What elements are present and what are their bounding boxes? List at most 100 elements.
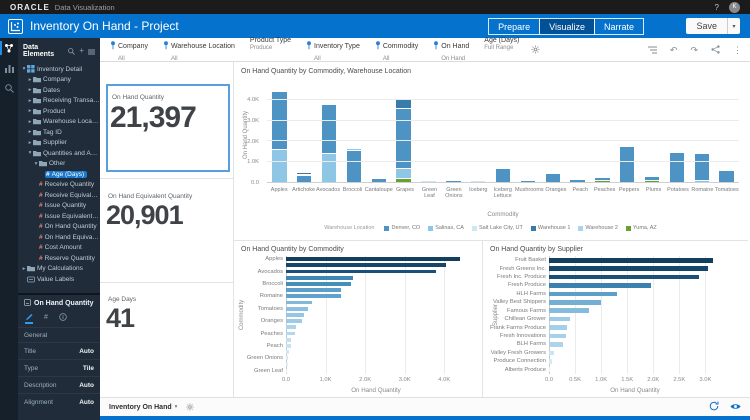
property-row-description[interactable]: Description Auto: [18, 376, 100, 393]
bar-column-green-leaf[interactable]: [416, 90, 441, 182]
stacked-bar[interactable]: [570, 90, 585, 182]
expander-icon[interactable]: ▸: [28, 108, 32, 115]
stacked-bar[interactable]: [495, 90, 511, 182]
canvas-tab-caret-icon[interactable]: ▾: [174, 404, 178, 410]
bar-row[interactable]: Broccoli: [233, 281, 466, 287]
bar[interactable]: [286, 356, 288, 361]
chart-commodity-warehouse[interactable]: On Hand Quantity by Commodity, Warehouse…: [233, 62, 748, 240]
property-row-alignment[interactable]: Alignment Auto: [18, 393, 100, 410]
tree-item-company[interactable]: ▸ Company: [18, 75, 100, 86]
bar-segment[interactable]: [545, 173, 560, 182]
kpi-tile-age-days[interactable]: Age Days 41: [103, 296, 233, 334]
bar-segment[interactable]: [520, 181, 536, 182]
bar-row[interactable]: Apples: [233, 256, 466, 262]
filter-chip-commodity[interactable]: Commodity All: [375, 37, 418, 62]
bar-row[interactable]: Produce Connection: [482, 357, 721, 365]
refresh-data-icon[interactable]: [709, 398, 719, 416]
stacked-bar[interactable]: [396, 90, 411, 182]
bar-column-iceberg-lettuce[interactable]: [491, 90, 516, 182]
mode-visualize[interactable]: Visualize: [539, 18, 595, 35]
menu-kebab-icon[interactable]: ⋮: [733, 44, 742, 55]
bar-column-apples[interactable]: [267, 90, 292, 182]
bar[interactable]: [549, 350, 555, 356]
tree-item-receive-equivalent-quantity[interactable]: #Receive Equivalent Quantity: [18, 190, 100, 201]
stacked-bar[interactable]: [371, 90, 386, 182]
bar[interactable]: [549, 333, 567, 339]
kpi-tile-on-hand-quantity[interactable]: On Hand Quantity 21,397: [103, 94, 233, 135]
legend-item[interactable]: Warehouse 2: [578, 225, 618, 231]
tree-item-on-hand-quantity[interactable]: # On Hand Quantity: [18, 222, 100, 233]
properties-tab-general[interactable]: [25, 312, 33, 324]
bar-row[interactable]: [233, 275, 466, 281]
stacked-bar[interactable]: [272, 90, 287, 182]
bar-row[interactable]: Green Onions: [233, 355, 466, 361]
bar-row[interactable]: HLH Farms: [482, 290, 721, 298]
bar[interactable]: [286, 257, 461, 261]
bar-segment[interactable]: [669, 153, 685, 182]
bar-row[interactable]: Fruit Basket: [482, 256, 721, 264]
stacked-bar[interactable]: [297, 90, 312, 182]
bar[interactable]: [286, 282, 352, 286]
bar-row[interactable]: Famous Farms: [482, 307, 721, 315]
tree-item-on-hand-equivalent-quantity[interactable]: #On Hand Equivalent Quantity: [18, 232, 100, 243]
bar-row[interactable]: [233, 312, 466, 318]
bar-segment[interactable]: [644, 176, 660, 182]
bar-segment[interactable]: [446, 180, 461, 182]
bar-row[interactable]: Valley Best Shippers: [482, 298, 721, 306]
filter-chip-age-days-[interactable]: Age (Days) Full Range: [484, 37, 519, 51]
expander-icon[interactable]: ▸: [22, 265, 26, 272]
tree-item-age-days-[interactable]: # Age (Days): [18, 169, 100, 180]
expander-icon[interactable]: ▸: [28, 87, 32, 94]
bar[interactable]: [286, 300, 312, 305]
stacked-bar[interactable]: [644, 90, 660, 182]
expander-icon[interactable]: ▾: [34, 160, 38, 167]
bar-column-potatoes[interactable]: [665, 90, 690, 182]
save-menu-caret[interactable]: ▾: [727, 18, 740, 34]
filter-chip-company[interactable]: Company All: [110, 37, 148, 62]
bar[interactable]: [549, 266, 708, 271]
legend-item[interactable]: Salt Lake City, UT: [471, 225, 523, 231]
expander-icon[interactable]: ▾: [22, 66, 26, 73]
bar-row[interactable]: [233, 324, 466, 330]
present-eye-icon[interactable]: [730, 398, 741, 416]
legend-item[interactable]: Yuma, AZ: [625, 225, 657, 231]
stacked-bar[interactable]: [669, 90, 685, 182]
list-menu-icon[interactable]: [88, 42, 95, 60]
bar-row[interactable]: Avocados: [233, 268, 466, 275]
stacked-bar[interactable]: [595, 90, 610, 182]
bar-row[interactable]: [233, 337, 466, 343]
bar[interactable]: [549, 283, 651, 288]
bar-segment[interactable]: [396, 168, 411, 180]
search-icon[interactable]: [68, 42, 76, 60]
expander-icon[interactable]: ▸: [28, 97, 32, 104]
stacked-bar[interactable]: [719, 90, 734, 182]
bar-segment[interactable]: [620, 147, 635, 182]
bar-row[interactable]: Fresh Innovations: [482, 332, 721, 340]
tree-item-receive-quantity[interactable]: # Receive Quantity: [18, 180, 100, 191]
stacked-bar[interactable]: [694, 90, 709, 182]
bar-segment[interactable]: [346, 151, 362, 182]
share-icon[interactable]: [711, 41, 720, 59]
bar-column-tomatoes[interactable]: [714, 90, 739, 182]
bar-column-mushrooms[interactable]: [515, 90, 540, 182]
tree-item-supplier[interactable]: ▸ Supplier: [18, 138, 100, 149]
bar-segment[interactable]: [272, 92, 287, 151]
tree-item-cost-amount[interactable]: # Cost Amount: [18, 243, 100, 254]
tree-item-issue-equivalent-quantity[interactable]: #Issue Equivalent Quantity: [18, 211, 100, 222]
bar-segment[interactable]: [719, 170, 734, 182]
bar-column-grapes[interactable]: [391, 90, 416, 182]
bar-segment[interactable]: [396, 99, 411, 110]
bar-row[interactable]: Valley Fresh Growers: [482, 349, 721, 357]
bar[interactable]: [286, 368, 287, 373]
tree-item-receiving-transaction[interactable]: ▸ Receiving Transaction: [18, 96, 100, 107]
bar-segment[interactable]: [396, 179, 411, 182]
bar-column-cantaloupe[interactable]: [366, 90, 391, 182]
bar-row[interactable]: Chillean Grower: [482, 315, 721, 323]
expander-icon[interactable]: ▸: [28, 139, 32, 146]
bar[interactable]: [549, 291, 617, 297]
bar-column-iceberg[interactable]: [466, 90, 491, 182]
filter-chip-inventory-type[interactable]: Inventory Type All: [306, 37, 360, 62]
stacked-bar[interactable]: [321, 90, 337, 182]
bar[interactable]: [286, 325, 296, 330]
properties-tab-info[interactable]: [59, 313, 67, 323]
